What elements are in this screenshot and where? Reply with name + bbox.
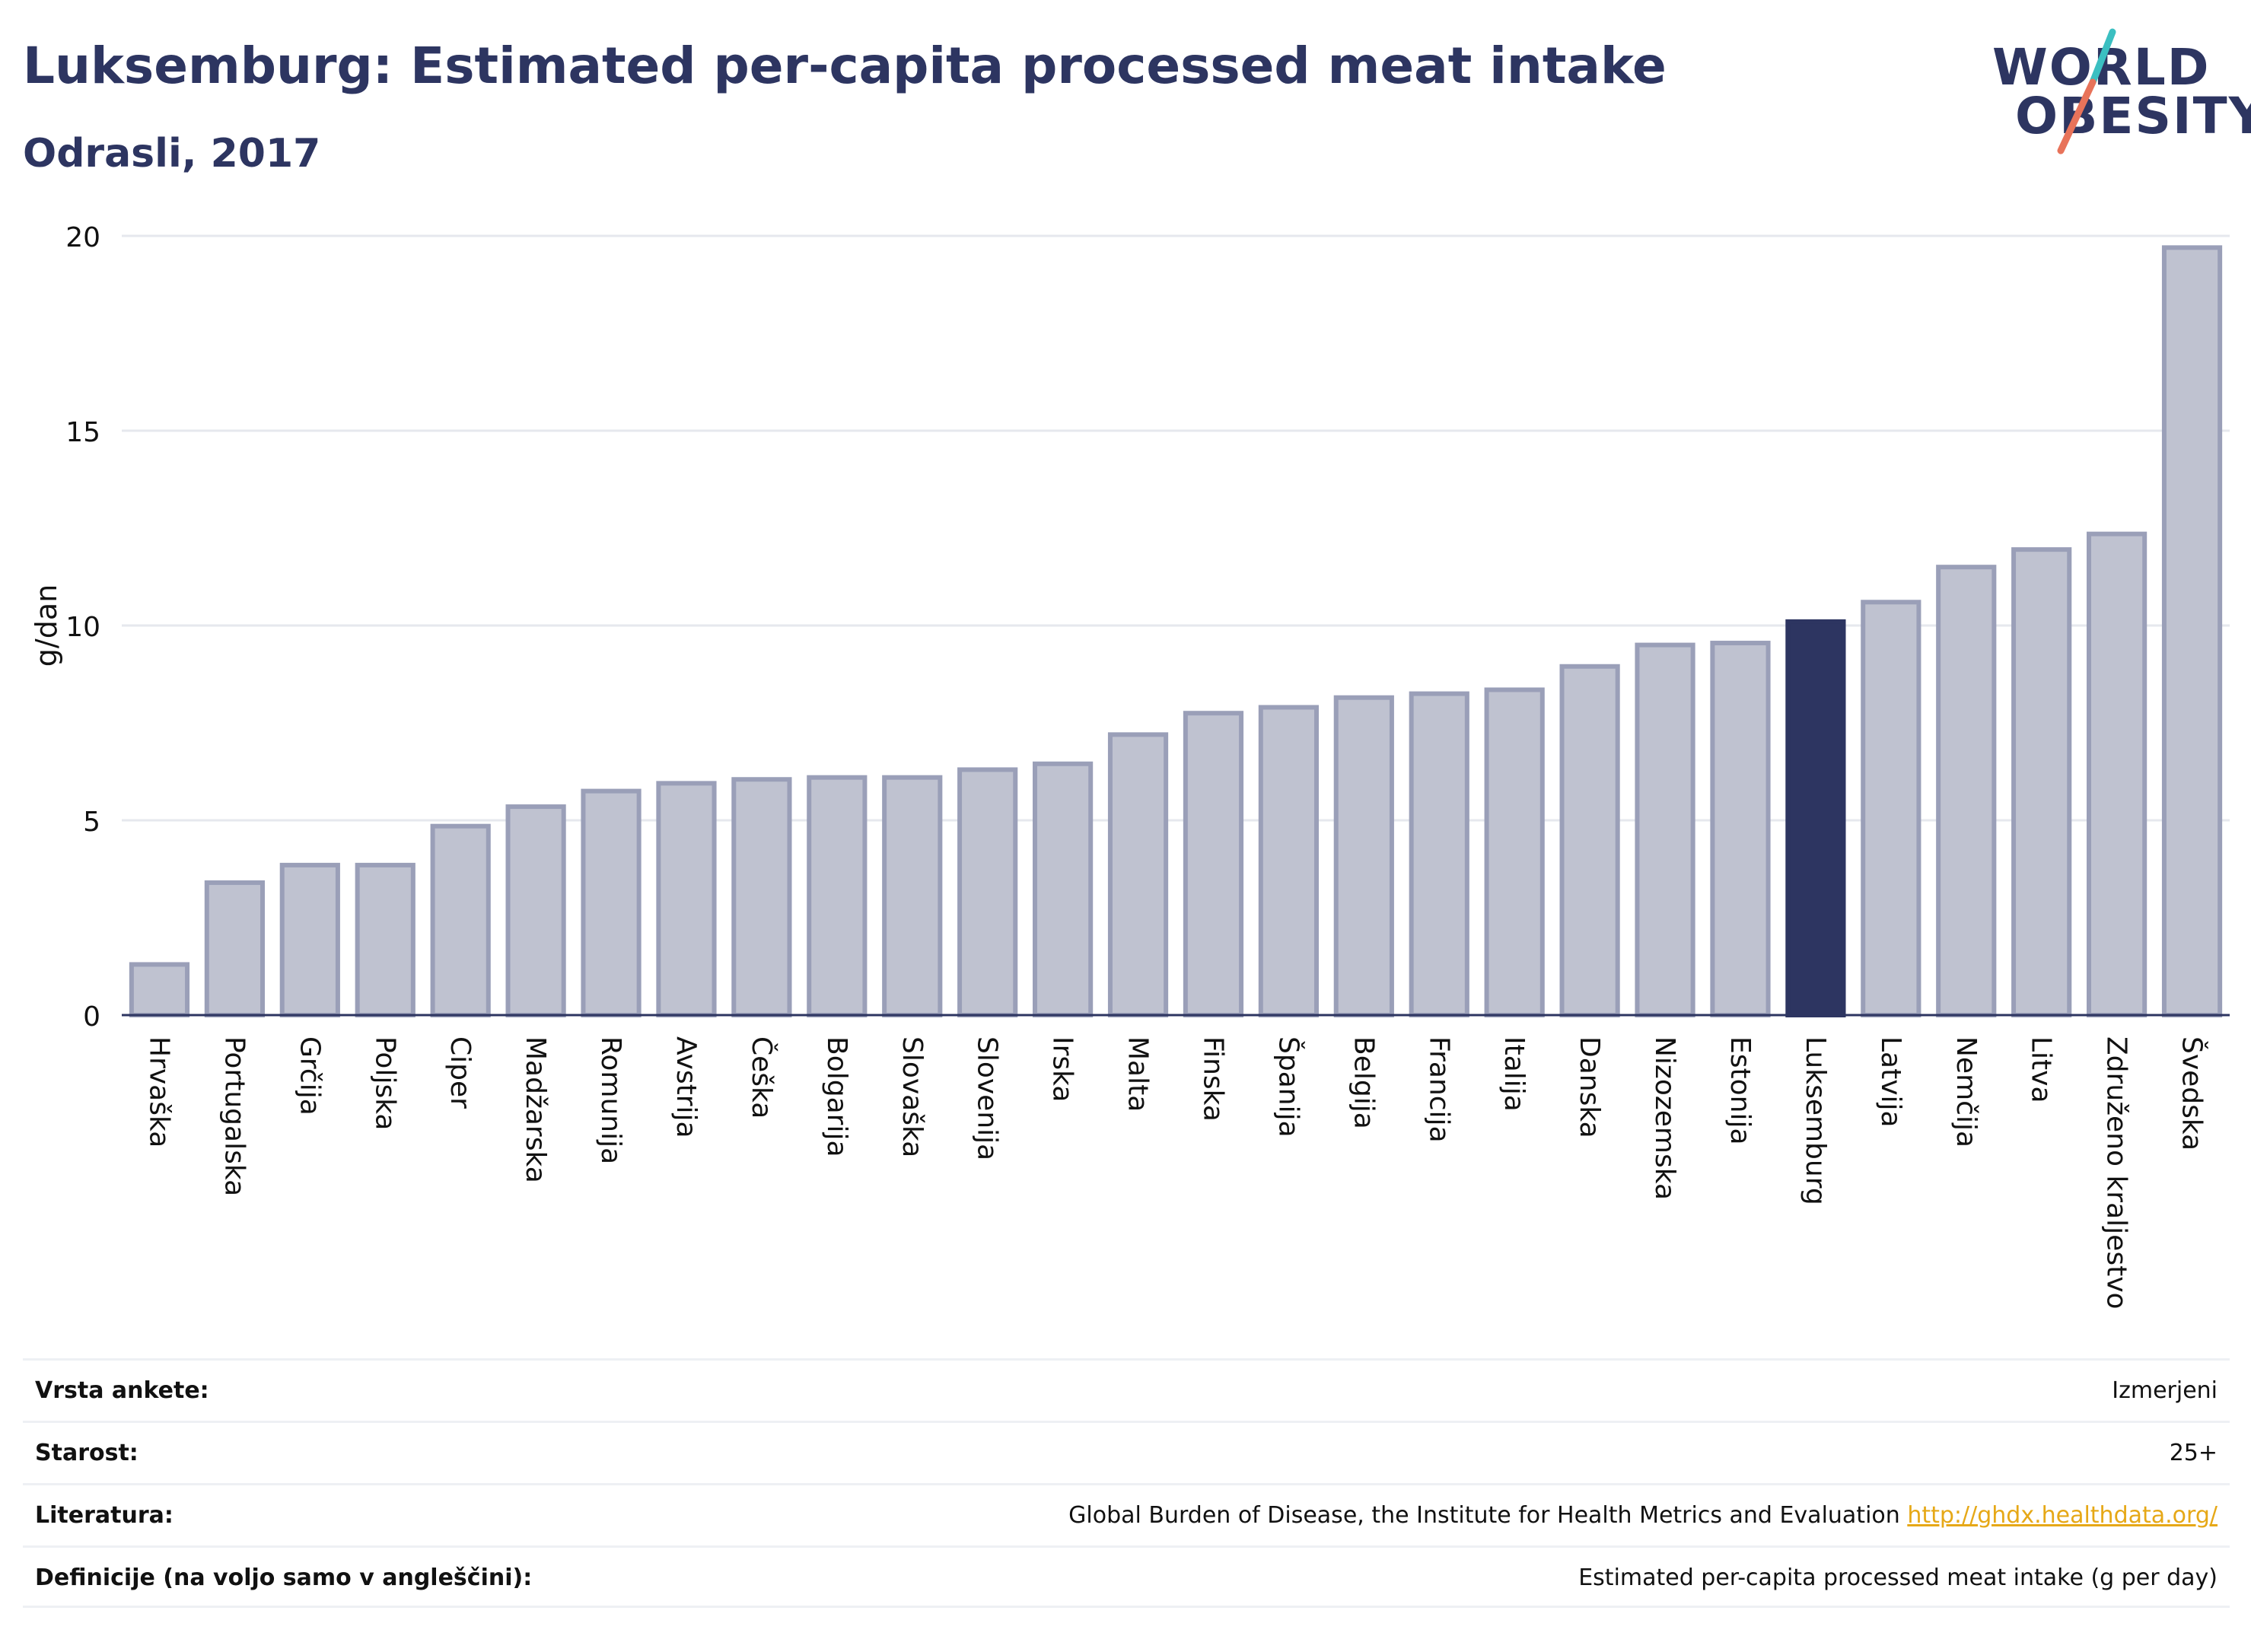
source-link[interactable]: http://ghdx.healthdata.org/ [1907, 1502, 2218, 1529]
bar [1484, 687, 1545, 1017]
bar [430, 823, 491, 1018]
x-tick-label: Ciper [444, 1036, 476, 1109]
info-value: 25+ [2169, 1440, 2218, 1466]
x-tick-label: Litva [2026, 1036, 2057, 1103]
bar [1710, 641, 1771, 1017]
bar [1861, 600, 1921, 1017]
info-table: Vrsta ankete: Izmerjeni Starost: 25+ Lit… [23, 1358, 2230, 1608]
y-tick-label: 0 [83, 1001, 100, 1033]
bar [2011, 547, 2072, 1017]
x-tick-label: Slovenija [972, 1036, 1003, 1160]
x-tick-label: Slovaška [896, 1036, 928, 1157]
x-tick-label: Finska [1197, 1036, 1228, 1122]
bar [279, 862, 340, 1017]
x-tick-label: Nemčija [1950, 1036, 1982, 1147]
x-tick-label: Malta [1122, 1036, 1154, 1112]
x-tick-label: Hrvaška [143, 1036, 174, 1147]
logo-line-2: OBESITY [2015, 87, 2251, 145]
bar [957, 767, 1018, 1017]
bar [1936, 565, 1997, 1017]
info-row-literature: Literatura: Global Burden of Disease, th… [23, 1483, 2230, 1545]
info-row-age: Starost: 25+ [23, 1421, 2230, 1483]
bar [1559, 664, 1620, 1017]
bar [882, 775, 943, 1017]
x-tick-label: Estonija [1724, 1036, 1756, 1145]
bar [1258, 705, 1319, 1018]
x-tick-label: Nizozemska [1649, 1036, 1680, 1200]
bar [1183, 711, 1244, 1017]
info-label: Starost: [35, 1440, 138, 1466]
bar [204, 880, 265, 1018]
literature-source: Global Burden of Disease, the Institute … [1068, 1502, 1908, 1529]
x-tick-label: Španija [1272, 1036, 1304, 1138]
info-label: Vrsta ankete: [35, 1377, 209, 1404]
info-row-definitions: Definicije (na voljo samo v angleščini):… [23, 1545, 2230, 1608]
x-tick-label: Portugalska [218, 1036, 250, 1196]
bar [581, 788, 642, 1017]
bar [505, 804, 566, 1017]
y-tick-label: 20 [65, 222, 100, 253]
x-tick-label: Madžarska [520, 1036, 551, 1183]
bar [656, 781, 717, 1017]
bar [807, 775, 868, 1017]
bar [2087, 531, 2148, 1017]
x-tick-label: Grčija [294, 1036, 325, 1116]
bar [1333, 695, 1394, 1017]
x-tick-label: Irska [1047, 1036, 1078, 1102]
x-tick-label: Češka [746, 1036, 778, 1119]
y-tick-label: 10 [65, 612, 100, 643]
x-tick-label: Bolgarija [821, 1036, 852, 1157]
info-value: Estimated per-capita processed meat inta… [1578, 1564, 2218, 1591]
bar-chart: 0 5 10 15 20 g/dan Hrvaška Portugalska Grčija Pol… [30, 222, 2230, 1310]
y-tick-label: 15 [65, 417, 100, 448]
bar [1409, 691, 1469, 1017]
info-row-survey-type: Vrsta ankete: Izmerjeni [23, 1358, 2230, 1421]
bar [2161, 245, 2223, 1017]
x-tick-label: Danska [1574, 1036, 1605, 1138]
info-value-literature: Global Burden of Disease, the Institute … [1068, 1502, 2218, 1529]
chart-subtitle: Odrasli, 2017 [23, 131, 321, 177]
info-label: Definicije (na voljo samo v angleščini): [35, 1564, 533, 1591]
x-tick-label: Združeno kraljestvo [2101, 1036, 2132, 1310]
y-tick-label: 5 [83, 807, 100, 838]
x-tick-label: Luksemburg [1800, 1036, 1831, 1205]
info-label: Literatura: [35, 1502, 174, 1529]
y-axis-label: g/dan [30, 584, 63, 667]
world-obesity-logo: WORLD OBESITY [1979, 23, 2251, 160]
logo-slash-teal [2089, 28, 2116, 86]
x-tick-label: Francija [1423, 1036, 1454, 1143]
bar [731, 777, 792, 1017]
x-tick-label: Belgija [1348, 1036, 1379, 1129]
info-value: Izmerjeni [2112, 1377, 2218, 1404]
x-tick-label: Avstrija [670, 1036, 702, 1138]
x-tick-label: Poljska [369, 1036, 400, 1131]
logo-slash-coral [2057, 78, 2097, 154]
bar [355, 862, 415, 1017]
bar [129, 962, 190, 1017]
chart-title: Luksemburg: Estimated per-capita process… [23, 37, 1667, 95]
bar [1107, 732, 1169, 1017]
bar [1635, 642, 1695, 1017]
x-tick-label: Italija [1498, 1036, 1530, 1112]
x-tick-label: Latvija [1875, 1036, 1906, 1128]
logo-slash-icon [2057, 28, 2116, 154]
x-tick-label: Švedska [2176, 1036, 2208, 1151]
bar [1033, 761, 1094, 1017]
bar [1785, 619, 1846, 1017]
x-tick-label: Romunija [595, 1036, 626, 1164]
